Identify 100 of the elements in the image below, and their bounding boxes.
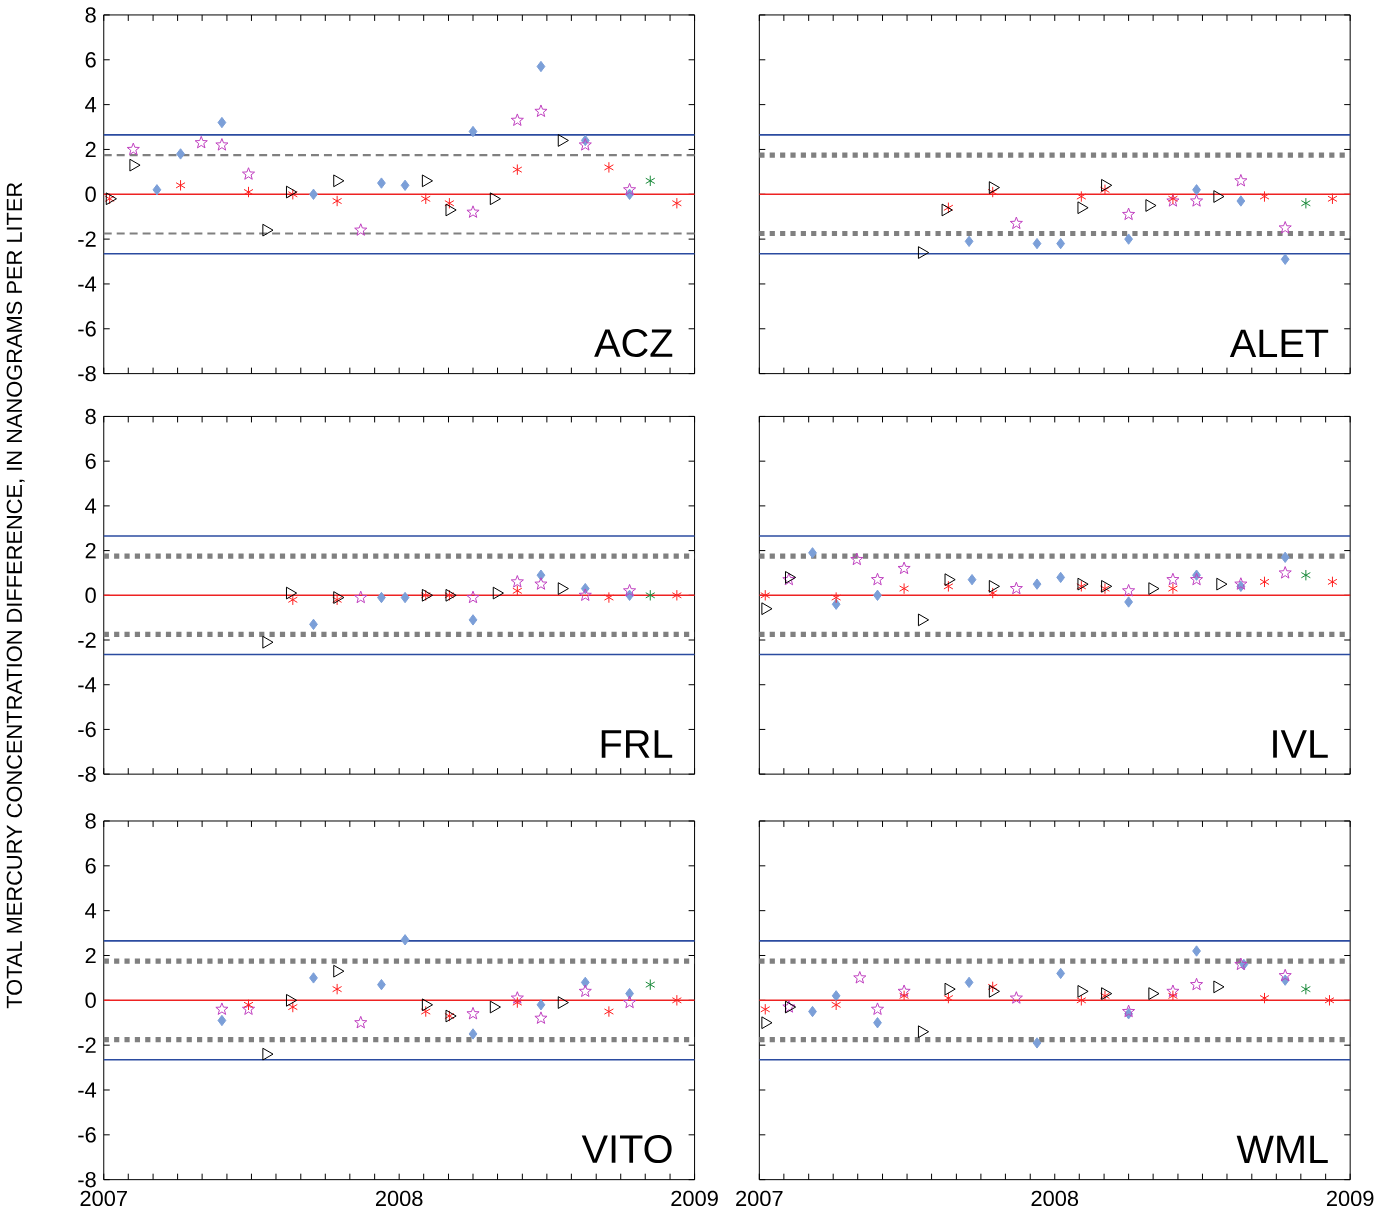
- y-tick-label: -6: [78, 721, 96, 737]
- point: [309, 618, 318, 630]
- point: [603, 1005, 614, 1017]
- point: [578, 588, 592, 601]
- point: [1056, 571, 1066, 583]
- point: [1259, 190, 1270, 202]
- y-tick-label: 4: [85, 902, 97, 918]
- point: [1167, 582, 1178, 595]
- point: [580, 976, 590, 988]
- point: [176, 148, 185, 160]
- point: [899, 989, 910, 1002]
- point: [420, 192, 431, 205]
- point: [1032, 1037, 1042, 1049]
- point: [492, 586, 504, 600]
- annotation: VITO: [581, 1134, 672, 1163]
- x-tick-label: 2007: [736, 1190, 783, 1206]
- point: [1076, 994, 1087, 1006]
- point: [217, 1014, 227, 1026]
- point: [1077, 201, 1089, 214]
- point: [400, 933, 410, 946]
- point: [445, 203, 457, 217]
- point: [1300, 983, 1311, 995]
- y-tick-label: -4: [78, 276, 97, 292]
- point: [534, 577, 548, 590]
- point: [917, 1025, 930, 1038]
- point: [215, 1002, 229, 1015]
- point: [671, 994, 682, 1006]
- point: [534, 1011, 548, 1024]
- point: [468, 1028, 478, 1040]
- point: [536, 998, 546, 1011]
- point: [534, 104, 548, 117]
- y-tick-label: -4: [78, 1082, 97, 1098]
- point: [217, 116, 227, 128]
- y-tick-label: -8: [78, 766, 96, 782]
- point: [850, 552, 864, 565]
- point: [1056, 237, 1066, 250]
- point: [1166, 572, 1180, 586]
- point: [489, 192, 501, 205]
- y-tick-label: 4: [85, 96, 97, 112]
- point: [400, 179, 410, 191]
- point: [899, 582, 910, 595]
- point: [987, 186, 998, 198]
- point: [1327, 575, 1338, 588]
- point: [510, 113, 524, 126]
- point: [557, 581, 569, 595]
- point: [420, 1005, 431, 1017]
- point: [354, 590, 368, 603]
- point: [1189, 193, 1204, 207]
- point: [603, 161, 614, 173]
- y-tick-label: 2: [85, 141, 96, 157]
- x-tick-label: 2009: [1326, 1190, 1374, 1206]
- point: [943, 580, 954, 592]
- point: [243, 998, 254, 1011]
- point: [964, 976, 974, 988]
- y-tick-label: 2: [85, 542, 96, 558]
- y-tick-label: 0: [85, 992, 96, 1008]
- point: [377, 591, 386, 603]
- point: [510, 990, 524, 1004]
- x-tick-label: 2008: [375, 1190, 423, 1206]
- y-tick-label: -6: [78, 1126, 96, 1143]
- point: [1167, 989, 1178, 1002]
- point: [444, 197, 455, 209]
- point: [129, 158, 141, 172]
- point: [152, 183, 162, 196]
- point: [1278, 968, 1292, 982]
- point: [623, 995, 637, 1008]
- point: [1148, 581, 1160, 595]
- point: [262, 1047, 274, 1061]
- point: [578, 984, 592, 997]
- y-tick-label: -8: [78, 365, 96, 382]
- point: [557, 133, 569, 147]
- point: [512, 996, 523, 1009]
- point: [671, 197, 682, 209]
- point: [1077, 984, 1089, 998]
- point: [808, 1005, 817, 1017]
- point: [761, 602, 773, 615]
- y-axis-title: TOTAL MERCURY CONCENTRATION DIFFERENCE, IN NANOGRAMS PER LITER: [6, 182, 25, 1009]
- point: [287, 593, 298, 606]
- y-tick-label: -2: [78, 1037, 96, 1053]
- point: [831, 591, 842, 603]
- point: [1236, 195, 1246, 207]
- point: [988, 984, 1000, 998]
- point: [870, 572, 885, 586]
- point: [645, 174, 656, 187]
- point: [1124, 233, 1133, 245]
- point: [645, 589, 656, 601]
- point: [1076, 190, 1087, 202]
- point: [1148, 986, 1160, 1000]
- point: [988, 579, 1000, 593]
- point: [1259, 575, 1270, 588]
- point: [760, 589, 771, 601]
- point: [761, 1016, 773, 1029]
- point: [1009, 216, 1023, 229]
- point: [194, 135, 208, 149]
- point: [1166, 984, 1180, 997]
- y-tick-label: 8: [85, 408, 96, 424]
- annotation: ALET: [1229, 329, 1329, 357]
- point: [760, 1003, 771, 1015]
- point: [1009, 990, 1023, 1004]
- point: [1032, 237, 1042, 250]
